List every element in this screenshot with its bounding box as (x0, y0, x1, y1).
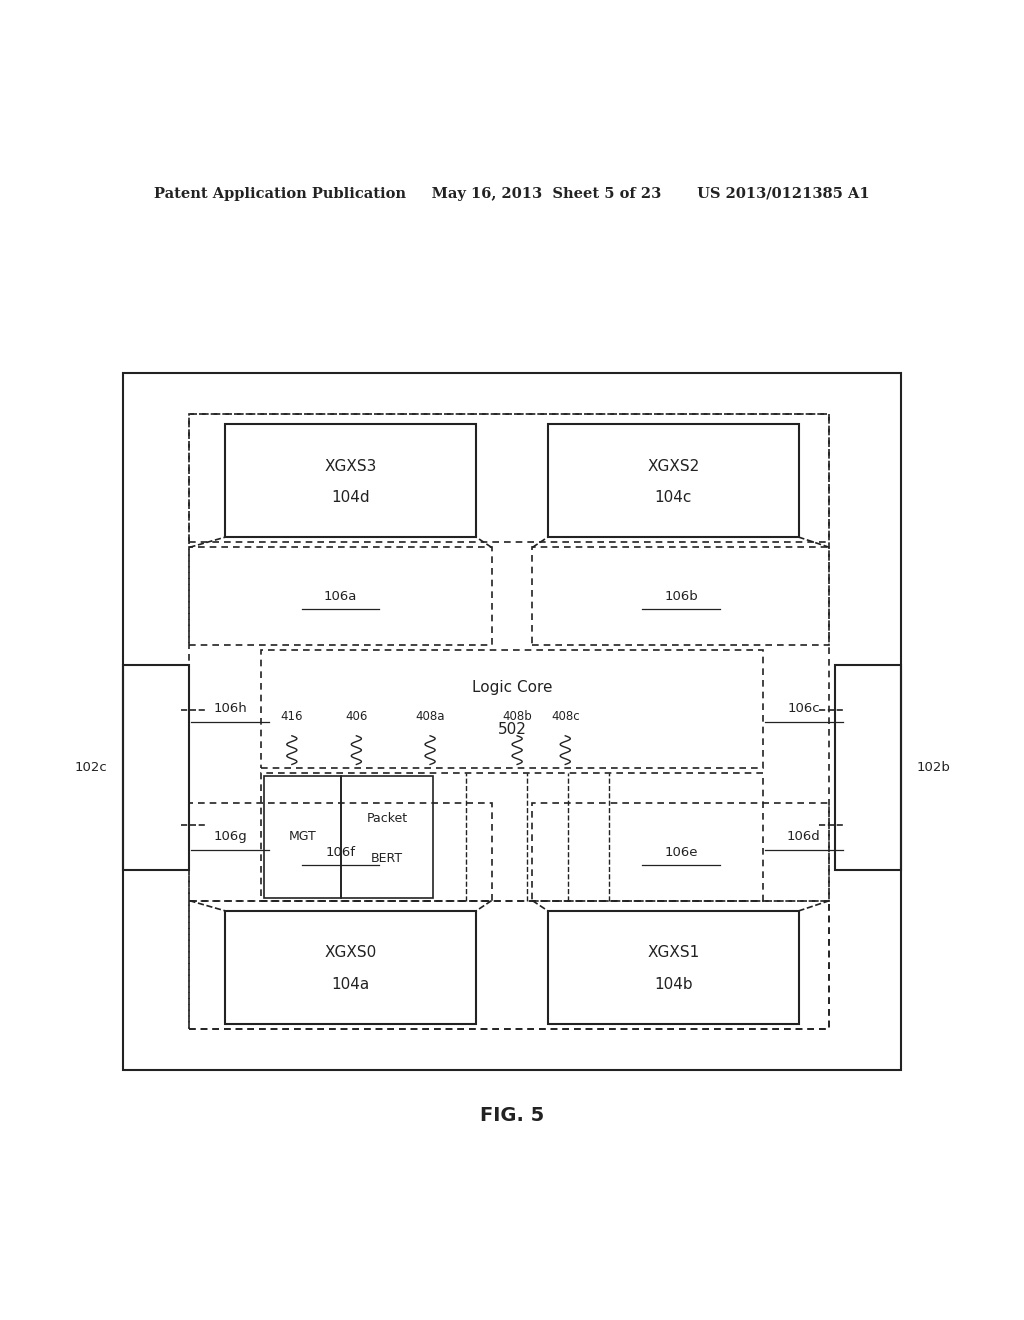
Text: 104c: 104c (654, 490, 692, 506)
Bar (225, 911, 476, 1023)
Bar (264, 776, 341, 898)
Bar (189, 414, 829, 543)
Bar (189, 414, 829, 1028)
Text: Patent Application Publication     May 16, 2013  Sheet 5 of 23       US 2013/012: Patent Application Publication May 16, 2… (155, 187, 869, 201)
Text: BERT: BERT (371, 853, 403, 865)
Bar (189, 548, 492, 644)
Text: 502: 502 (498, 722, 526, 738)
Bar (532, 548, 829, 644)
Bar (261, 649, 763, 767)
Text: XGXS1: XGXS1 (647, 945, 699, 960)
Text: 106d: 106d (787, 830, 820, 843)
Text: 106b: 106b (665, 590, 697, 602)
Text: 102b: 102b (916, 762, 950, 774)
Text: 106h: 106h (214, 702, 247, 715)
Text: 104a: 104a (332, 977, 370, 991)
Bar (548, 911, 799, 1023)
Text: 408b: 408b (502, 710, 532, 723)
Text: 106f: 106f (326, 846, 355, 858)
Bar (341, 776, 433, 898)
Text: 106c: 106c (787, 702, 820, 715)
Text: XGXS0: XGXS0 (325, 945, 377, 960)
Bar (835, 665, 901, 870)
Text: 106a: 106a (324, 590, 357, 602)
Text: Logic Core: Logic Core (472, 680, 552, 694)
Bar (225, 425, 476, 537)
Text: XGXS2: XGXS2 (647, 458, 699, 474)
Bar (548, 425, 799, 537)
Text: MGT: MGT (289, 830, 316, 843)
Text: FIG. 5: FIG. 5 (480, 1106, 544, 1125)
Text: 416: 416 (281, 710, 303, 723)
Bar (261, 772, 763, 900)
Text: 106g: 106g (214, 830, 247, 843)
Bar (189, 804, 492, 900)
Bar (123, 374, 901, 1069)
Text: 104d: 104d (332, 490, 370, 506)
Bar (189, 900, 829, 1028)
Bar (532, 804, 829, 900)
Text: 408a: 408a (416, 710, 444, 723)
Text: 406: 406 (345, 710, 368, 723)
Text: 102c: 102c (75, 762, 108, 774)
Text: XGXS3: XGXS3 (325, 458, 377, 474)
Bar (123, 665, 189, 870)
Text: Packet: Packet (367, 812, 408, 825)
Text: 106e: 106e (665, 846, 697, 858)
Text: 104b: 104b (654, 977, 692, 991)
Text: 408c: 408c (551, 710, 580, 723)
